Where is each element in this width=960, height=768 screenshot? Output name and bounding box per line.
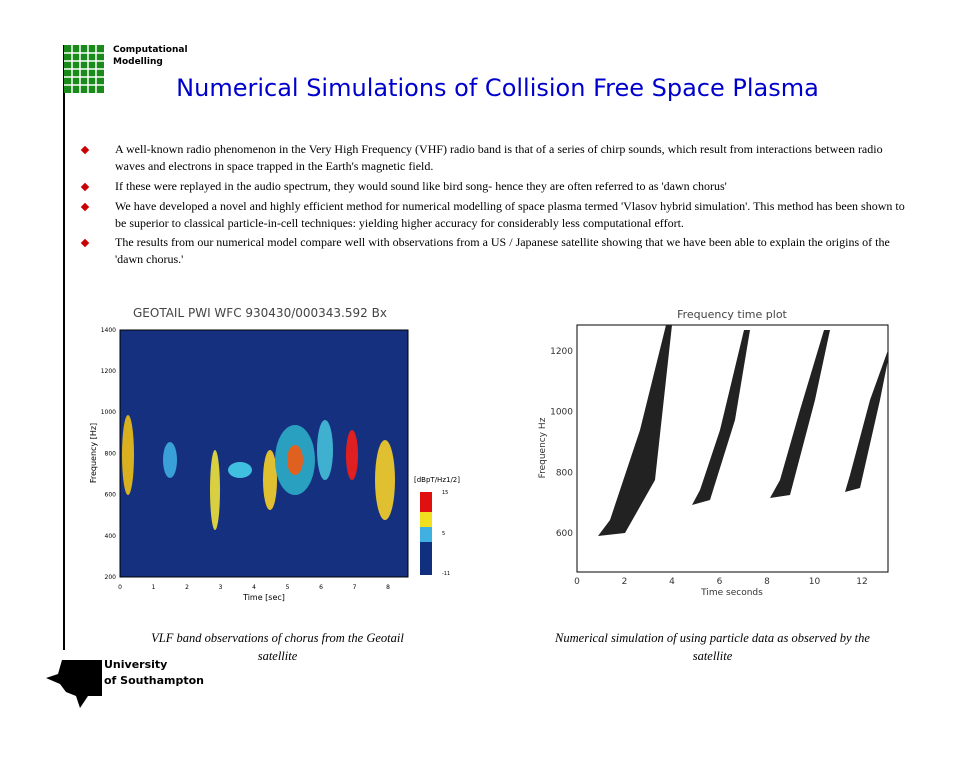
caption: VLF band observations of chorus from the… <box>151 631 404 663</box>
university-logo <box>46 660 102 708</box>
x-tick-label: 2 <box>622 577 628 587</box>
x-tick-label: 2 <box>185 584 189 591</box>
x-tick-label: 3 <box>219 584 223 591</box>
caption: Numerical simulation of using particle d… <box>555 631 870 663</box>
x-tick-label: 6 <box>319 584 323 591</box>
university-line: of Southampton <box>104 674 204 687</box>
logo-line: Computational <box>113 45 188 55</box>
y-tick-label: 1400 <box>101 327 116 334</box>
y-tick-label: 1000 <box>550 408 573 418</box>
colorbar-tick: 15 <box>442 490 448 496</box>
x-tick-label: 6 <box>717 577 723 587</box>
y-tick-label: 400 <box>105 533 117 540</box>
logo-text: Computational Modelling <box>113 44 188 68</box>
logo-grid <box>64 45 104 93</box>
colorbar-tick: 5 <box>442 531 445 537</box>
bullet: A well-known radio phenomenon in the Ver… <box>115 142 883 173</box>
y-tick-label: 1200 <box>550 347 573 357</box>
colorbar-tick: -11 <box>442 571 450 577</box>
colorbar <box>420 492 432 575</box>
colorbar-label: [dBpT/Hz1/2] <box>414 476 460 484</box>
x-tick-label: 4 <box>252 584 256 591</box>
x-tick-label: 1 <box>152 584 156 591</box>
y-tick-label: 800 <box>105 450 117 457</box>
x-tick-label: 8 <box>764 577 770 587</box>
x-tick-label: 0 <box>574 577 580 587</box>
x-tick-label: 7 <box>353 584 357 591</box>
y-tick-label: 800 <box>556 468 573 478</box>
y-tick-label: 200 <box>105 574 117 581</box>
plot-frame <box>576 324 889 573</box>
y-axis-label: Frequency [Hz] <box>89 423 98 483</box>
x-tick-label: 0 <box>118 584 122 591</box>
x-tick-label: 8 <box>386 584 390 591</box>
chirps <box>598 325 888 536</box>
left-rule <box>63 45 65 650</box>
figure-title: Frequency time plot <box>677 308 787 321</box>
figure-title: GEOTAIL PWI WFC 930430/000343.592 Bx <box>133 306 387 320</box>
x-tick-label: 4 <box>669 577 675 587</box>
x-tick-label: 10 <box>809 577 821 587</box>
university-line: University <box>104 658 168 671</box>
x-axis-label: Time [sec] <box>242 593 285 602</box>
y-tick-label: 600 <box>556 529 573 539</box>
bullet: If these were replayed in the audio spec… <box>115 179 727 193</box>
university-name: University of Southampton <box>104 657 204 689</box>
x-tick-label: 12 <box>856 577 867 587</box>
spectrogram-features <box>122 415 395 530</box>
bullet: We have developed a novel and highly eff… <box>115 199 905 230</box>
y-axis-label: Frequency Hz <box>538 417 548 478</box>
y-tick-label: 600 <box>105 492 117 499</box>
title: Numerical Simulations of Collision Free … <box>176 74 819 102</box>
plot-frame <box>119 329 409 578</box>
logo-line: Modelling <box>113 57 163 67</box>
x-axis-label: Time seconds <box>700 588 763 598</box>
x-tick-label: 5 <box>286 584 290 591</box>
y-tick-label: 1000 <box>101 409 116 416</box>
y-tick-label: 1200 <box>101 368 116 375</box>
bullet: The results from our numerical model com… <box>115 235 890 266</box>
spectrogram <box>120 330 408 577</box>
